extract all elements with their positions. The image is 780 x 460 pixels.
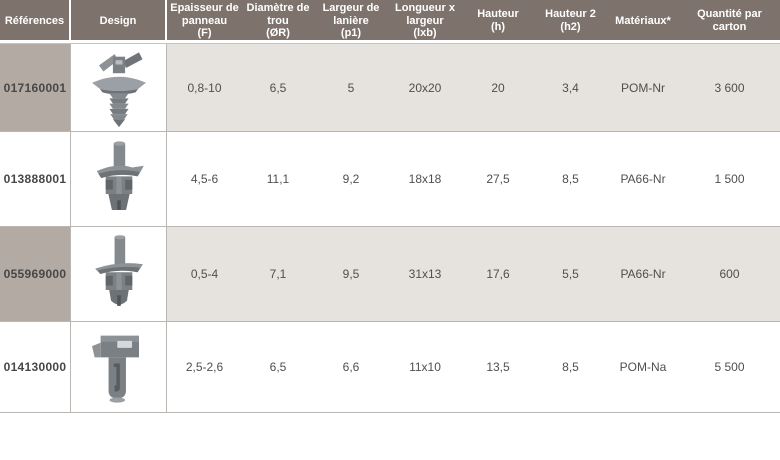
reference-cell: 017160001 [0,44,71,131]
spec-cell-diametre: 7,1 [242,227,314,321]
column-header-references: Références [0,0,71,42]
reference-cell: 013888001 [0,132,71,226]
spec-cell-largeur: 9,2 [342,172,360,186]
column-header-hauteur: Hauteur (h) [477,8,519,33]
spec-cell-diametre: 6,5 [242,44,314,131]
reference-cell: 014130000 [0,322,71,412]
table-row: 013888001 4,5-6 11,1 9,2 18x18 27,5 8,5 … [0,132,780,227]
spec-cell-materiaux: POM-Nr [607,44,679,131]
spec-cell-longueur: 31x13 [388,227,462,321]
table-row: 014130000 2,5-2,6 6,5 6,6 11x10 13,5 8,5… [0,322,780,413]
spec-cell-epaisseur: 0,5-4 [167,227,242,321]
spec-cell-hauteur2: 3,4 [534,44,607,131]
column-header-epaisseur-panneau: Epaisseur de panneau (F) [170,2,239,39]
fastener-spec-table: Références Design Epaisseur de panneau (… [0,0,780,413]
spec-cell-hauteur: 20 [462,44,534,131]
spec-cell-largeur: 5 [314,44,388,131]
buckle-head-clip-image [91,335,139,403]
table-row: 055969000 0,5-4 7,1 9,5 31x13 17,6 5,5 P… [0,227,780,322]
spec-cell-largeur: 9,5 [314,227,388,321]
spec-cell-longueur: 18x18 [408,172,442,186]
column-header-hauteur2: Hauteur 2 (h2) [545,8,596,33]
stem-clip-image [96,141,144,210]
reference-cell: 055969000 [0,227,71,321]
column-header-diametre-trou: Diamètre de trou (ØR) [246,2,310,39]
spec-cell-hauteur2: 5,5 [534,227,607,321]
table-row: 017160001 0,8-10 6,5 5 20x20 20 3,4 POM- [0,44,780,132]
spec-cell-longueur: 20x20 [388,44,462,131]
stem-clip-round-base-image [94,235,143,306]
column-header-design: Design [71,0,167,42]
spec-cell-epaisseur: 2,5-2,6 [185,360,224,374]
column-header-materiaux: Matériaux* [615,14,671,27]
spec-cell-hauteur: 27,5 [486,172,510,186]
spec-cell-hauteur2: 8,5 [562,360,579,374]
spec-cell-diametre: 6,5 [269,360,287,374]
column-header-quantite-carton: Quantité par carton [697,8,762,33]
spec-cell-longueur: 11x10 [409,360,441,374]
column-header-largeur-laniere: Largeur de lanière (p1) [322,2,380,39]
spec-cell-materiaux: POM-Na [619,360,667,374]
spec-cell-epaisseur: 0,8-10 [167,44,242,131]
spec-cell-quantite: 600 [679,227,780,321]
table-header-row: Références Design Epaisseur de panneau (… [0,0,780,42]
spec-cell-quantite: 3 600 [679,44,780,131]
spec-cell-epaisseur: 4,5-6 [190,172,219,186]
header-separator-gap [0,40,780,43]
spec-cell-materiaux: PA66-Nr [607,227,679,321]
spec-cell-quantite: 1 500 [714,172,745,186]
design-cell [71,44,167,131]
design-cell [71,227,167,321]
spec-cell-hauteur2: 8,5 [562,172,579,186]
spec-cell-hauteur: 17,6 [462,227,534,321]
fir-tree-rivet-image [91,51,146,127]
spec-cell-diametre: 11,1 [266,172,290,186]
header-separator-line [0,43,780,44]
spec-cell-quantite: 5 500 [714,360,745,374]
column-header-longueur-largeur: Longueur x largeur (lxb) [395,2,455,39]
spec-cell-materiaux: PA66-Nr [620,172,666,186]
design-cell [71,322,167,412]
spec-cell-largeur: 6,6 [342,360,360,374]
spec-cell-hauteur: 13,5 [486,360,510,374]
design-cell [71,132,167,226]
